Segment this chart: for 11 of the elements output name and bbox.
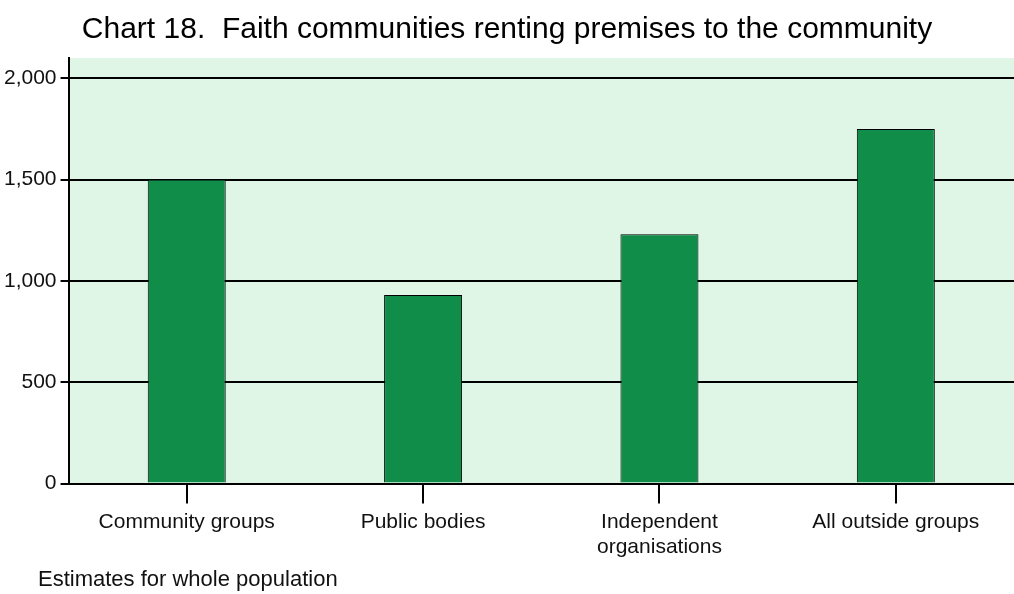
y-tick-label: 0 — [44, 470, 57, 494]
x-tick-label: Community groups — [98, 509, 275, 532]
y-tick-label: 1,000 — [3, 267, 57, 291]
y-tick-label: 2,000 — [3, 65, 57, 89]
y-tick-label: 500 — [21, 369, 57, 393]
x-tick-label: Independent organisations — [597, 509, 722, 558]
text: Estimates for whole population — [38, 566, 338, 592]
chart-title: Chart 18. Faith communities renting premises to the community — [81, 11, 933, 45]
y-tick-label: 1,500 — [3, 166, 57, 190]
x-tick-label: Public bodies — [360, 509, 486, 532]
x-tick-label: All outside groups — [812, 509, 980, 532]
